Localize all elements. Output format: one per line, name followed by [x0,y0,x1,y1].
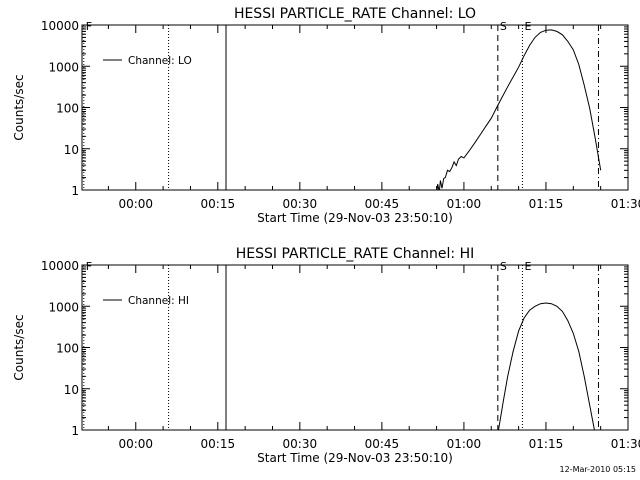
marker-label: E [524,260,531,273]
chart-title: HESSI PARTICLE_RATE Channel: LO [234,6,476,22]
x-tick-label: 00:15 [201,437,236,451]
marker-label: S [500,260,507,273]
legend-label: Channel: LO [128,55,192,67]
x-tick-label: 01:30 [611,437,640,451]
legend-label: Channel: HI [128,295,189,307]
marker-label: S [500,20,507,33]
plot-frame [81,264,629,431]
x-tick-label: 01:00 [447,437,482,451]
y-tick-label: 10000 [41,19,79,33]
y-tick-label: 1 [71,424,79,438]
y-tick-label: 10 [64,383,79,397]
x-tick-label: 00:30 [283,197,318,211]
x-tick-label: 01:15 [529,437,564,451]
footer-timestamp: 12-Mar-2010 05:15 [560,465,637,474]
x-tick-label: 01:30 [611,197,640,211]
marker-label: F [86,20,92,33]
y-tick-label: 1 [71,184,79,198]
y-tick-label: 1000 [48,60,79,74]
x-tick-label: 00:30 [283,437,318,451]
x-tick-label: 00:00 [118,197,153,211]
x-tick-label: 00:00 [118,437,153,451]
y-tick-label: 100 [56,342,79,356]
marker-label: E [524,20,531,33]
x-tick-label: 00:45 [365,437,400,451]
y-axis-label: Counts/sec [12,74,26,140]
x-tick-label: 00:45 [365,197,400,211]
x-axis-label: Start Time (29-Nov-03 23:50:10) [257,451,453,465]
y-tick-label: 100 [56,102,79,116]
x-tick-label: 01:00 [447,197,482,211]
chart-title: HESSI PARTICLE_RATE Channel: HI [236,246,474,262]
y-tick-label: 1000 [48,300,79,314]
y-tick-label: 10 [64,143,79,157]
chart-panel-hi: HESSI PARTICLE_RATE Channel: HI 00:00 00:1… [12,246,640,465]
y-axis-label: Counts/sec [12,314,26,380]
data-series-line [497,302,595,430]
x-axis-label: Start Time (29-Nov-03 23:50:10) [257,211,453,225]
plot-frame [81,24,629,191]
data-series-line [436,29,602,190]
x-tick-label: 00:15 [201,197,236,211]
marker-label: F [86,260,92,273]
y-tick-label: 10000 [41,259,79,273]
chart-panel-lo: HESSI PARTICLE_RATE Channel: LO 00:00 00:1… [12,6,640,225]
x-tick-label: 01:15 [529,197,564,211]
